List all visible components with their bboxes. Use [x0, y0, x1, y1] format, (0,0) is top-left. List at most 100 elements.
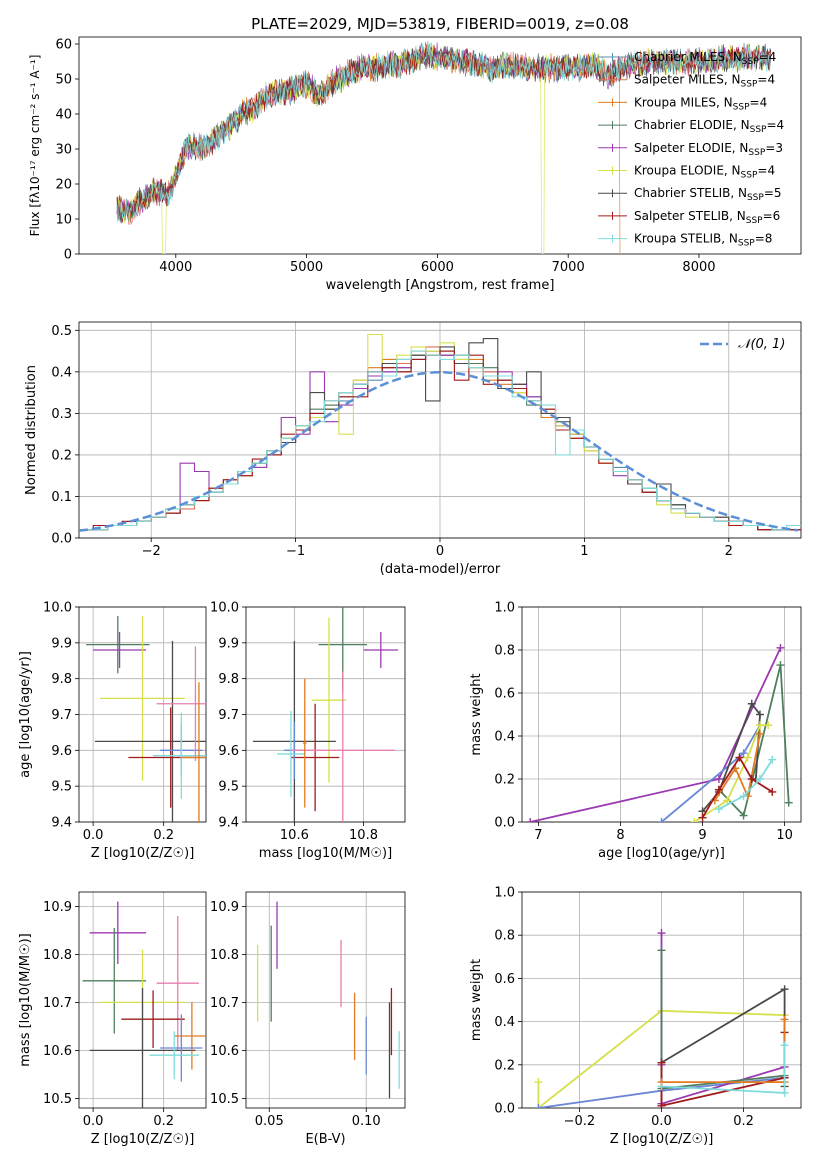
weight-marker-kroupa-elodie [723, 796, 732, 805]
spectrum-xtick-label: 4000 [159, 260, 192, 275]
weight-vs-z-lines [534, 929, 789, 1108]
age-vs-mass-ytick-label: 9.4 [218, 816, 239, 831]
residual-histogram-xlabel: (data-model)/error [380, 562, 501, 577]
spectrum-xlabel: wavelength [Angstrom, rest frame] [326, 278, 555, 293]
age-vs-z-ytick-label: 10.0 [43, 601, 72, 616]
spectrum-ytick-label: 30 [55, 143, 72, 158]
residual-histogram-xtick-label: 0 [436, 544, 444, 559]
age-vs-mass-ytick-label: 9.7 [218, 708, 239, 723]
age-vs-z-points [86, 615, 206, 822]
spectrum-frame [78, 36, 802, 255]
age-vs-z-frame [78, 606, 207, 823]
mass-vs-z-ytick-label: 10.9 [43, 900, 72, 915]
weight-marker-salpeter-elodie [657, 929, 666, 938]
weight-vs-z-ytick-label: 0.8 [494, 929, 515, 944]
spectrum-ytick-label: 50 [55, 73, 72, 88]
weight-marker-chabrier-elodie [739, 811, 748, 820]
residual-histogram-xtick-label: −2 [142, 544, 161, 559]
weight-marker-salpeter-stelib [714, 785, 723, 794]
mass-vs-ebv-ytick-label: 10.6 [210, 1044, 239, 1059]
weight-line-kroupa-miles [714, 733, 761, 801]
weight-marker-chabrier-elodie [657, 946, 666, 955]
panel-mass-vs-ebv: 0.05 0.10 10.5 10.6 10.7 10.8 10.9 E(B-V) [210, 891, 406, 1147]
weight-marker-chabrier-elodie [784, 798, 793, 807]
weight-line-chabrier-elodie [660, 950, 785, 1090]
age-vs-z-xlabel: Z [log10(Z/Z☉)] [91, 846, 195, 861]
spectrum-ytick-label: 60 [55, 38, 72, 53]
mass-vs-ebv-points [256, 901, 400, 1099]
spectrum-xtick-label: 5000 [290, 260, 323, 275]
weight-marker-kroupa-stelib [714, 805, 723, 814]
weight-marker-chabrier-stelib-alt [657, 818, 666, 822]
weight-vs-z-ytick-label: 0.4 [494, 1015, 515, 1030]
weight-vs-age-ytick-label: 0.0 [494, 816, 515, 831]
age-vs-mass-ytick-label: 9.9 [218, 636, 239, 651]
weight-marker-salpeter-stelib [768, 787, 777, 796]
legend-label-kroupa-miles: Kroupa MILES, NSSP=4 [634, 95, 767, 112]
weight-marker-kroupa-elodie [690, 818, 699, 822]
mass-vs-ebv-ytick-label: 10.7 [210, 996, 239, 1011]
weight-marker-salpeter-elodie [776, 643, 785, 652]
age-vs-mass-ytick-label: 9.6 [218, 744, 239, 759]
spectrum-xtick-label: 8000 [682, 260, 715, 275]
age-vs-mass-xtick-label: 10.8 [349, 828, 378, 843]
weight-marker-salpeter-stelib [698, 813, 707, 822]
mass-vs-ebv-ytick-label: 10.5 [210, 1092, 239, 1107]
weight-line-kroupa-stelib [718, 759, 774, 810]
weight-vs-z-ytick-label: 0.0 [494, 1102, 515, 1117]
age-vs-mass-xlabel: mass [log10(M/M☉)] [259, 846, 392, 861]
weight-marker-salpeter-elodie [526, 818, 535, 822]
residual-histogram-xtick-label: 1 [580, 544, 588, 559]
age-vs-z-ytick-label: 9.4 [51, 816, 72, 831]
mass-vs-ebv-xlabel: E(B-V) [305, 1132, 345, 1147]
residual-histogram-ytick-label: 0.1 [51, 490, 72, 505]
weight-vs-z-ytick-label: 0.6 [494, 972, 515, 987]
gaussian-curve [79, 371, 799, 532]
age-vs-z-xtick-label: 0.2 [153, 828, 174, 843]
legend-label-chabrier-stelib: Chabrier STELIB, NSSP=5 [634, 186, 782, 203]
age-vs-z-ytick-label: 9.7 [51, 708, 72, 723]
legend-label-gauss: 𝒩(0, 1) [738, 337, 785, 352]
spectrum-ytick-label: 10 [55, 213, 72, 228]
mass-vs-ebv-frame [245, 891, 406, 1109]
weight-marker-kroupa-elodie [755, 721, 764, 730]
mass-vs-ebv-ytick-label: 10.9 [210, 900, 239, 915]
residual-histogram-ytick-label: 0.4 [51, 365, 72, 380]
mass-vs-z-ytick-label: 10.6 [43, 1044, 72, 1059]
legend-label-salpeter-stelib: Salpeter STELIB, NSSP=6 [634, 209, 780, 226]
panel-weight-vs-age: 7 8 9 10 0.0 0.2 0.4 0.6 0.8 1.0 age [log10(age/yr… [469, 601, 802, 861]
age-vs-z-ytick-label: 9.6 [51, 744, 72, 759]
weight-marker-kroupa-elodie [764, 721, 773, 730]
spectrum-lines [116, 41, 771, 254]
weight-marker-salpeter-stelib [735, 753, 744, 762]
weight-line-salpeter-stelib [660, 1032, 786, 1107]
panel-age-vs-mass: 10.6 10.8 9.4 9.5 9.6 9.7 9.8 9.9 10.0 mass [log1… [210, 601, 406, 861]
weight-vs-age-ytick-label: 0.6 [494, 687, 515, 702]
weight-vs-z-ylabel: mass weight [469, 959, 484, 1041]
weight-marker-salpeter-elodie [714, 775, 723, 783]
age-vs-mass-ytick-label: 10.0 [210, 601, 239, 616]
weight-marker-kroupa-stelib [768, 755, 777, 764]
age-vs-mass-points [252, 607, 399, 822]
weight-marker-kroupa-stelib [755, 775, 764, 783]
weight-marker-kroupa-stelib [780, 1041, 789, 1050]
age-vs-mass-frame [245, 606, 406, 823]
weight-marker-chabrier-stelib [780, 985, 789, 994]
histogram-steps [79, 333, 801, 532]
residual-histogram-xtick-label: −1 [286, 544, 305, 559]
age-vs-mass-xtick-label: 10.6 [280, 828, 309, 843]
legend-label-kroupa-elodie: Kroupa ELODIE, NSSP=4 [634, 164, 775, 181]
legend-label-kroupa-stelib: Kroupa STELIB, NSSP=8 [634, 232, 772, 249]
residual-histogram-ylabel: Normed distribution [24, 365, 39, 495]
weight-vs-age-ytick-label: 1.0 [494, 601, 515, 616]
weight-marker-salpeter-stelib [747, 775, 756, 783]
mass-vs-z-ylabel: mass [log10(M/M☉)] [18, 933, 33, 1066]
weight-vs-z-xtick-label: 0.2 [733, 1114, 754, 1129]
weight-vs-age-ytick-label: 0.4 [494, 730, 515, 745]
mass-vs-z-xlabel: Z [log10(Z/Z☉)] [91, 1132, 195, 1147]
residual-histogram-xtick-label: 2 [725, 544, 733, 559]
spectrum-ylabel: Flux [fλ10⁻¹⁷ erg cm⁻² s⁻¹ A⁻¹] [28, 55, 42, 237]
residual-histogram-ytick-label: 0.5 [51, 324, 72, 339]
weight-marker-chabrier-stelib-alt [739, 749, 748, 758]
